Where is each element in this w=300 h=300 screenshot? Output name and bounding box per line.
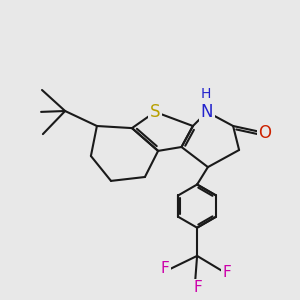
Text: S: S [150, 103, 160, 121]
Text: F: F [160, 261, 169, 276]
Text: N: N [201, 103, 213, 121]
Text: O: O [258, 124, 272, 142]
Text: F: F [223, 265, 232, 280]
Text: H: H [200, 87, 211, 101]
Text: F: F [194, 280, 202, 296]
